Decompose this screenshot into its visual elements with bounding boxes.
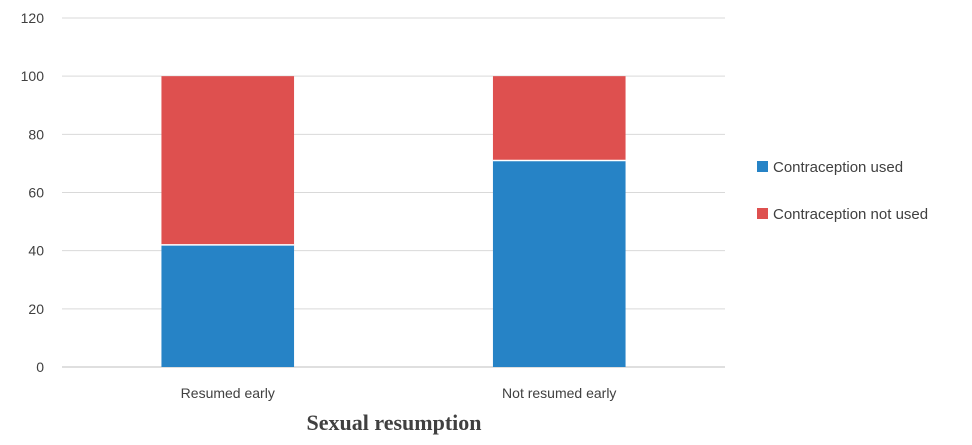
bar-segment xyxy=(492,160,626,367)
x-category-label: Resumed early xyxy=(181,385,275,401)
x-axis-title: Sexual resumption xyxy=(306,410,481,435)
bar-segment xyxy=(492,76,626,161)
bars xyxy=(161,76,626,367)
y-tick-label: 60 xyxy=(28,185,44,201)
x-category-label: Not resumed early xyxy=(502,385,616,401)
y-tick-label: 20 xyxy=(28,301,44,317)
bar-segment xyxy=(161,76,295,245)
y-tick-label: 80 xyxy=(28,126,44,142)
legend-label: Contraception not used xyxy=(773,206,928,223)
y-tick-label: 0 xyxy=(36,359,44,375)
legend-label: Contraception used xyxy=(773,159,903,176)
y-tick-label: 120 xyxy=(21,10,45,26)
y-axis-ticks: 0 20 40 60 80 100 120 xyxy=(21,10,45,375)
y-tick-label: 100 xyxy=(21,68,45,84)
y-tick-label: 40 xyxy=(28,243,44,259)
bar-segment xyxy=(161,244,295,367)
legend-swatch xyxy=(757,161,768,172)
x-axis-categories: Resumed early Not resumed early xyxy=(181,385,617,401)
legend: Contraception used Contraception not used xyxy=(757,159,928,223)
legend-swatch xyxy=(757,208,768,219)
